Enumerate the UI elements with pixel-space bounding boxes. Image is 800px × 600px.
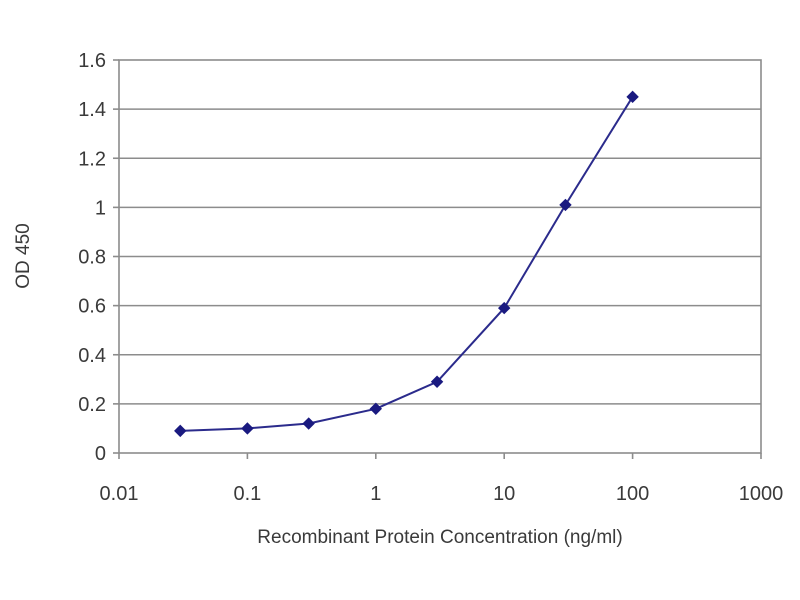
- y-axis-ticks: 0 0.2 0.4 0.6 0.8 1 1.2 1.4 1.6: [78, 50, 119, 465]
- y-tick-label: 1.6: [78, 50, 106, 72]
- x-axis-ticks: 0.01 0.1 1 10 100 1000: [100, 453, 784, 505]
- data-point: [302, 417, 315, 430]
- series-layer: [174, 90, 639, 438]
- data-point: [369, 402, 383, 415]
- y-tick-label: 1.4: [78, 99, 106, 121]
- y-tick-label: 1: [95, 197, 106, 219]
- x-tick-label: 0.01: [100, 483, 139, 505]
- x-tick-label: 1000: [739, 483, 784, 505]
- x-tick-label: 10: [493, 483, 515, 505]
- x-tick-label: 1: [370, 483, 381, 505]
- series-line: [180, 96, 634, 432]
- data-point: [559, 198, 572, 212]
- data-point: [174, 424, 187, 438]
- gridlines: [119, 108, 761, 405]
- y-tick-label: 0.6: [78, 296, 106, 318]
- data-point: [241, 422, 254, 435]
- x-tick-label: 100: [616, 483, 649, 505]
- data-point: [497, 301, 511, 315]
- data-point: [430, 375, 444, 388]
- y-tick-label: 0.2: [78, 394, 106, 416]
- y-tick-label: 0.4: [78, 345, 106, 367]
- y-tick-label: 0.8: [78, 247, 106, 269]
- y-tick-label: 0: [95, 443, 106, 465]
- x-tick-label: 0.1: [233, 483, 261, 505]
- x-axis-label: Recombinant Protein Concentration (ng/ml…: [257, 527, 622, 548]
- data-point: [626, 90, 639, 104]
- y-axis-label: OD 450: [13, 223, 34, 288]
- y-tick-label: 1.2: [78, 148, 106, 170]
